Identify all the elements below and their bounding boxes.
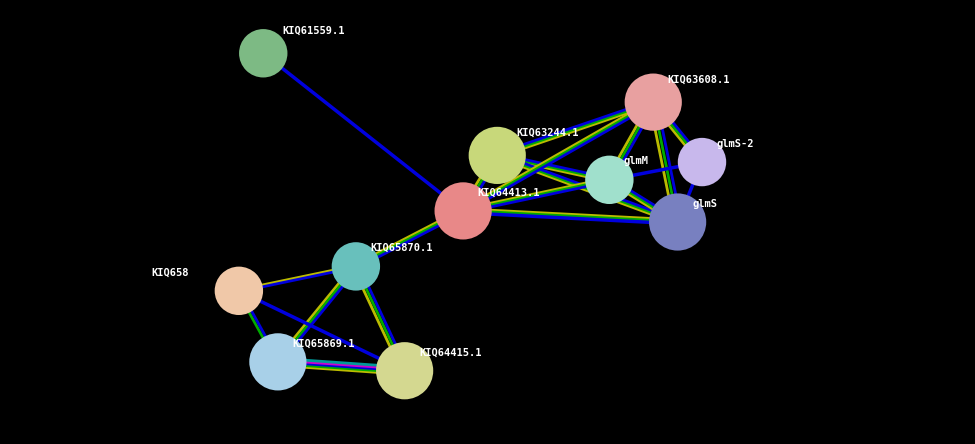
Ellipse shape: [469, 127, 526, 184]
Text: KIQ65869.1: KIQ65869.1: [292, 338, 355, 349]
Text: KIQ61559.1: KIQ61559.1: [283, 25, 345, 36]
Ellipse shape: [678, 138, 726, 186]
Ellipse shape: [625, 74, 682, 131]
Text: KIQ63608.1: KIQ63608.1: [668, 74, 730, 84]
Ellipse shape: [585, 155, 634, 204]
Text: KIQ63244.1: KIQ63244.1: [517, 127, 579, 138]
Text: KIQ64413.1: KIQ64413.1: [478, 187, 540, 198]
Text: KIQ65870.1: KIQ65870.1: [370, 243, 433, 253]
Text: KIQ658: KIQ658: [151, 267, 188, 278]
Ellipse shape: [239, 29, 288, 78]
Ellipse shape: [435, 182, 491, 239]
Ellipse shape: [250, 333, 306, 390]
Ellipse shape: [376, 342, 433, 399]
Ellipse shape: [332, 242, 380, 291]
Text: glmS-2: glmS-2: [717, 139, 754, 149]
Text: glmS: glmS: [692, 198, 718, 209]
Text: glmM: glmM: [624, 156, 649, 166]
Text: KIQ64415.1: KIQ64415.1: [419, 347, 482, 357]
Ellipse shape: [649, 194, 706, 250]
Ellipse shape: [214, 266, 263, 315]
